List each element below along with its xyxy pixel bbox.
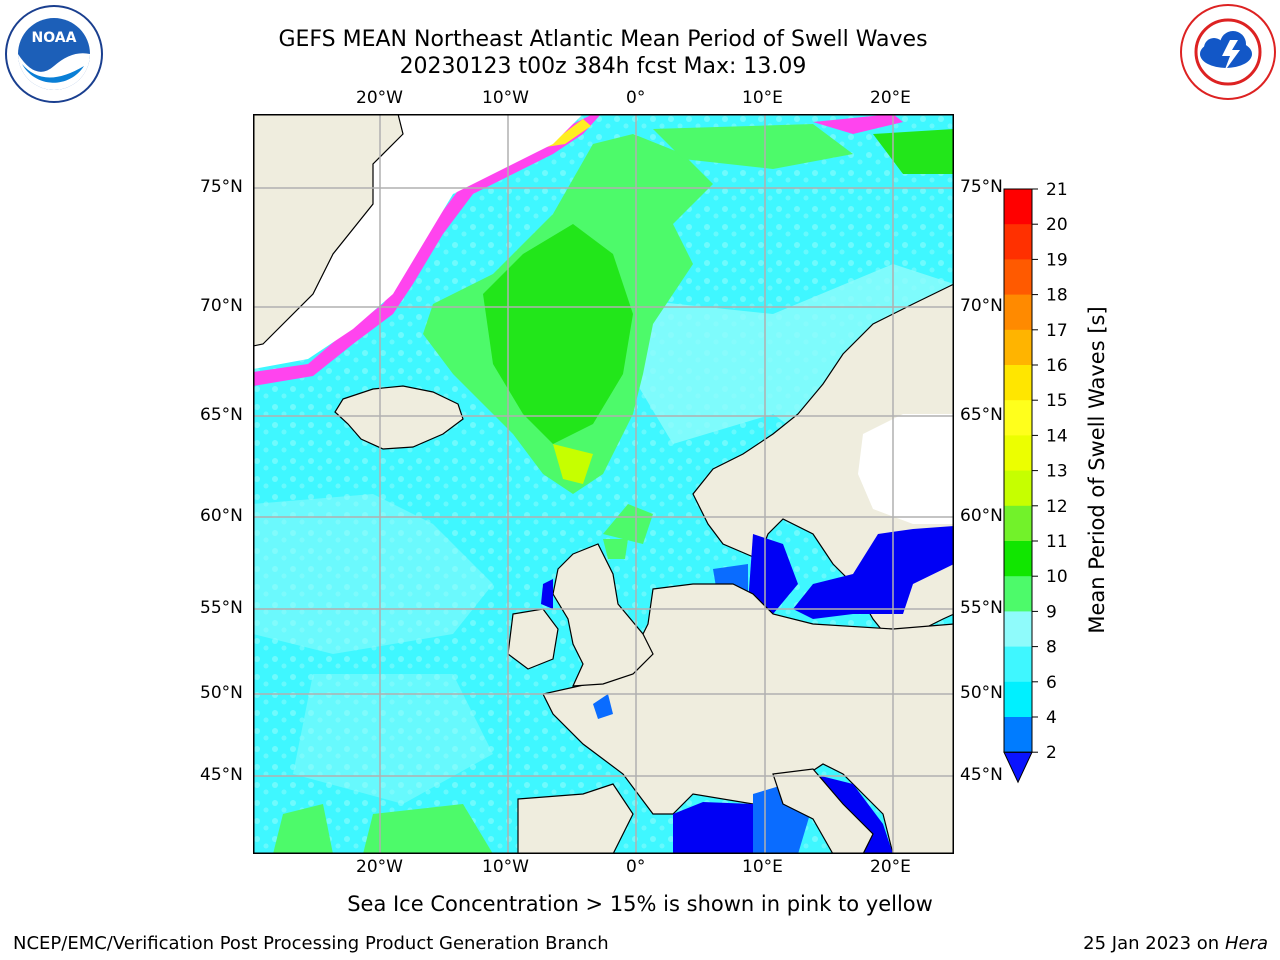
colorbar-swatch: [1004, 717, 1032, 753]
colorbar-tick-label: 18: [1046, 286, 1068, 306]
colorbar-extend-arrow: [1003, 751, 1033, 784]
colorbar-tick-label: 17: [1046, 321, 1068, 341]
swell-dark-blue-region: [748, 534, 798, 614]
lat-label-right: 55°N: [960, 598, 1003, 618]
map-frame: [253, 114, 954, 854]
colorbar-swatch: [1004, 646, 1032, 683]
lat-label-right: 75°N: [960, 177, 1003, 197]
iberia-land: [517, 783, 634, 854]
lon-label-top: 0°: [626, 88, 646, 108]
colorbar-swatch: [1004, 611, 1032, 648]
run-date: 25 Jan 2023 on Hera: [1083, 933, 1268, 954]
noaa-logo: NOAA: [5, 5, 103, 103]
colorbar-tick-label: 14: [1046, 426, 1068, 446]
colorbar-swatch: [1004, 259, 1032, 296]
lat-label-right: 45°N: [960, 765, 1003, 785]
colorbar-tick-label: 15: [1046, 391, 1068, 411]
colorbar-tick-label: 11: [1046, 532, 1068, 552]
colorbar-tick-label: 13: [1046, 462, 1068, 482]
colorbar-tick-label: 12: [1046, 497, 1068, 517]
lon-label-bottom: 20°W: [356, 857, 403, 877]
colorbar-label: Mean Period of Swell Waves [s]: [1085, 306, 1109, 634]
colorbar-swatch: [1004, 541, 1032, 577]
lon-label-top: 20°E: [870, 88, 911, 108]
colorbar-swatch: [1004, 435, 1032, 472]
lon-label-top: 20°W: [356, 88, 403, 108]
lon-label-top: 10°W: [482, 88, 529, 108]
lon-label-bottom: 0°: [626, 857, 646, 877]
lat-label-right: 50°N: [960, 683, 1003, 703]
run-date-text: 25 Jan 2023 on: [1083, 933, 1225, 954]
colorbar-tick-label: 6: [1046, 673, 1057, 693]
colorbar-swatch: [1004, 470, 1032, 507]
nws-logo: [1180, 4, 1276, 100]
lat-label-left: 55°N: [200, 598, 243, 618]
colorbar-swatch: [1004, 505, 1032, 542]
colorbar-swatch: [1004, 576, 1032, 612]
greenland-land: [253, 114, 404, 347]
lat-label-right: 70°N: [960, 296, 1003, 316]
lat-label-right: 60°N: [960, 506, 1003, 526]
machine-name: Hera: [1224, 933, 1268, 954]
colorbar-tick-label: 9: [1046, 602, 1057, 622]
iceland-land: [334, 385, 464, 450]
colorbar-tick-label: 21: [1046, 180, 1068, 200]
colorbar-swatch: [1004, 189, 1032, 225]
italy-land: [772, 768, 874, 854]
great-britain-land: [552, 543, 654, 687]
lon-label-bottom: 20°E: [870, 857, 911, 877]
colorbar: 21 20 19 18 17 16 15 14 13 12 11 10 9 8 6 4 2: [1003, 180, 1068, 784]
colorbar-swatch: [1004, 294, 1032, 331]
map-gridlines: [253, 114, 954, 854]
lat-label-left: 45°N: [200, 765, 243, 785]
colorbar-swatch: [1004, 365, 1032, 401]
lat-label-right: 65°N: [960, 405, 1003, 425]
lon-label-bottom: 10°W: [482, 857, 529, 877]
colorbar-tick-label: 2: [1046, 743, 1057, 763]
organization-credit: NCEP/EMC/Verification Post Processing Pr…: [13, 933, 609, 954]
sea-ice-note: Sea Ice Concentration > 15% is shown in …: [347, 892, 933, 916]
lon-label-bottom: 10°E: [742, 857, 783, 877]
chart-subtitle: 20230123 t00z 384h fcst Max: 13.09: [399, 54, 807, 79]
sea-ice-edge: [253, 114, 601, 386]
colorbar-tick-label: 4: [1046, 708, 1057, 728]
noaa-logo-text: NOAA: [32, 30, 77, 46]
lat-label-left: 75°N: [200, 177, 243, 197]
swell-period-map: [253, 114, 954, 854]
colorbar-tick-label: 20: [1046, 215, 1068, 235]
lat-label-left: 70°N: [200, 296, 243, 316]
lon-label-top: 10°E: [742, 88, 783, 108]
colorbar-tick-label: 10: [1046, 567, 1068, 587]
colorbar-tick-label: 19: [1046, 250, 1068, 270]
lat-label-left: 65°N: [200, 405, 243, 425]
colorbar-tick-label: 8: [1046, 638, 1057, 658]
lat-label-left: 60°N: [200, 506, 243, 526]
colorbar-swatch: [1004, 400, 1032, 436]
lat-label-left: 50°N: [200, 683, 243, 703]
colorbar-tick-label: 16: [1046, 356, 1068, 376]
chart-title: GEFS MEAN Northeast Atlantic Mean Period…: [278, 27, 928, 52]
colorbar-swatch: [1004, 681, 1032, 718]
colorbar-swatch: [1004, 329, 1032, 366]
colorbar-swatch: [1004, 224, 1032, 260]
